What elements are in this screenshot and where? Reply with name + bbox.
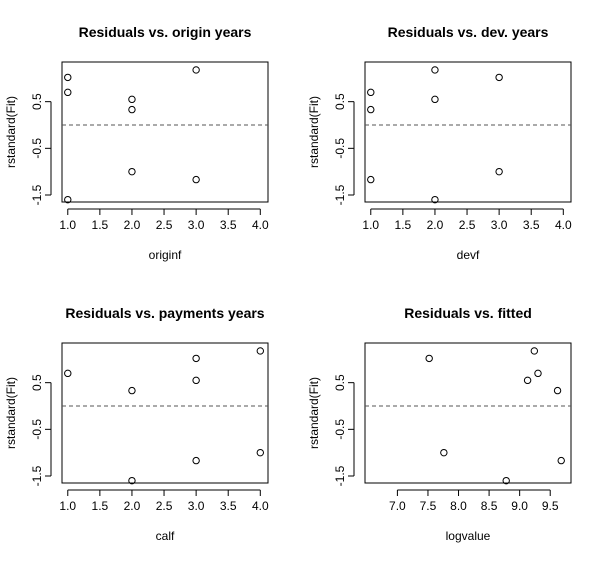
panel-4-x-tick-label: 9.0 (511, 499, 528, 513)
panel-4-data-point (523, 376, 532, 385)
panel-3-x-tick-label: 1.5 (92, 499, 109, 513)
panel-2-plot-frame (364, 61, 572, 203)
panel-3-title: Residuals vs. payments years (65, 305, 264, 321)
panel-3-data-point (192, 376, 200, 385)
panel-1-x-axis-title: originf (149, 248, 182, 262)
panel-2-data-point (431, 95, 439, 104)
panel-1-x-tick-label: 2.5 (156, 218, 173, 232)
panel-4-data-point (530, 347, 539, 355)
panel-3-x-tick-label: 2.0 (124, 499, 141, 513)
panel-4-y-tick-label: -1.5 (333, 465, 347, 486)
panel-1-data-point (64, 88, 72, 97)
panel-2-x-axis-title: devf (457, 248, 480, 262)
panel-3-y-axis-title: rstandard(Fit) (4, 377, 18, 449)
panel-4-data-point (425, 354, 433, 363)
panel-4-y-axis-title: rstandard(Fit) (307, 377, 321, 449)
panel-2-y-tick-label: -1.5 (333, 184, 347, 205)
panel-4-x-tick-label: 8.5 (481, 499, 498, 513)
panel-1-x-tick-label: 1.5 (92, 218, 109, 232)
panel-3-x-tick-label: 3.5 (220, 499, 237, 513)
panel-4-x-tick-label: 8.0 (450, 499, 467, 513)
panel-4-y-tick-label: -0.5 (333, 419, 347, 440)
panel-2-x-tick-label: 4.0 (555, 218, 572, 232)
panel-1-plot-frame (61, 61, 269, 203)
panel-3-data-point (192, 456, 200, 465)
panel-1-x-tick-label: 3.0 (188, 218, 205, 232)
panel-1-data-point (192, 175, 200, 184)
panel-2-data-point (367, 88, 375, 97)
panel-1-x-tick-label: 1.0 (59, 218, 76, 232)
panel-2-x-tick-label: 2.0 (427, 218, 444, 232)
panel-3-x-tick-label: 4.0 (252, 499, 269, 513)
panel-2-data-point (367, 105, 375, 114)
panel-2-data-point (495, 73, 503, 82)
panel-3-y-tick-label: -1.5 (30, 465, 44, 486)
panel-2-data-point (431, 195, 439, 204)
panel-1-x-tick-label: 4.0 (252, 218, 269, 232)
panel-3-plot-frame (61, 342, 269, 484)
panel-4-data-point (440, 448, 448, 457)
panel-2-data-point (495, 167, 503, 176)
panel-4-y-tick-label: 0.5 (333, 374, 347, 391)
panel-2-x-tick-label: 3.5 (523, 218, 540, 232)
panel-3-x-tick-label: 1.0 (59, 499, 76, 513)
panel-1-data-point (128, 167, 136, 176)
panel-4-x-tick-label: 9.5 (542, 499, 559, 513)
panel-4-x-tick-label: 7.0 (389, 499, 406, 513)
panel-3-y-tick-label: 0.5 (30, 374, 44, 391)
panel-2-data-point (431, 66, 439, 74)
panel-4-plot-frame (364, 342, 572, 484)
panel-2-data-point (367, 175, 375, 184)
panel-4-x-axis-title: logvalue (446, 529, 491, 543)
panel-4-x-tick-label: 7.5 (420, 499, 437, 513)
panel-1-data-point (128, 105, 136, 114)
panel-4-data-point (534, 369, 542, 378)
panel-1-x-tick-label: 2.0 (124, 218, 141, 232)
panel-1-y-tick-label: 0.5 (30, 93, 44, 110)
panel-3-x-tick-label: 3.0 (188, 499, 205, 513)
panel-1-data-point (128, 95, 136, 104)
panel-2-x-tick-label: 1.0 (362, 218, 379, 232)
panel-1-data-point (64, 73, 72, 82)
panel-4-data-point (557, 456, 565, 465)
panel-4-title: Residuals vs. fitted (404, 305, 532, 321)
panel-1-data-point (64, 195, 72, 204)
panel-1-y-tick-label: -1.5 (30, 184, 44, 205)
panel-3-x-tick-label: 2.5 (156, 499, 173, 513)
panel-1-y-axis-title: rstandard(Fit) (4, 96, 18, 168)
panel-4-data-point (502, 476, 510, 485)
panel-2-title: Residuals vs. dev. years (388, 24, 549, 40)
panel-2-x-tick-label: 2.5 (459, 218, 476, 232)
panel-3-x-axis-title: calf (156, 529, 175, 543)
panel-2-y-tick-label: -0.5 (333, 138, 347, 159)
panel-2-y-tick-label: 0.5 (333, 93, 347, 110)
panel-4-data-point (553, 386, 562, 395)
panel-3-data-point (128, 386, 136, 395)
panel-3-data-point (256, 448, 264, 457)
panel-3-data-point (192, 354, 200, 363)
panel-2-x-tick-label: 3.0 (491, 218, 508, 232)
panel-1-title: Residuals vs. origin years (79, 24, 252, 40)
panel-2-x-tick-label: 1.5 (395, 218, 412, 232)
panel-3-data-point (256, 347, 264, 355)
panel-1-x-tick-label: 3.5 (220, 218, 237, 232)
panel-1-data-point (192, 66, 200, 74)
panel-2-y-axis-title: rstandard(Fit) (307, 96, 321, 168)
panel-3-data-point (64, 369, 72, 378)
panel-3-y-tick-label: -0.5 (30, 419, 44, 440)
panel-3-data-point (128, 476, 136, 485)
panel-1-y-tick-label: -0.5 (30, 138, 44, 159)
